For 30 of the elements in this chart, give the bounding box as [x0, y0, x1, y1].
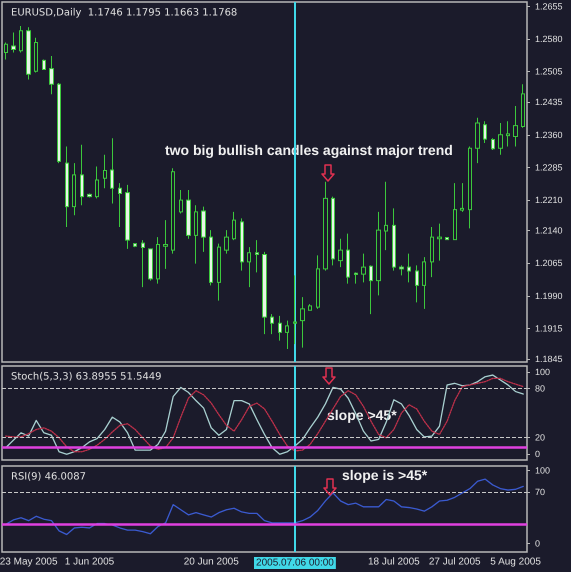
y-tick-label: 1.2435 [535, 97, 563, 108]
text: RSI(9) 46.0087 [11, 472, 86, 482]
y-tick-label: 0 [535, 449, 540, 460]
x-tick-label: 1 Jun 2005 [64, 556, 115, 568]
y-tick-label: 70 [535, 487, 546, 498]
x-tick-label: 18 Jul 2005 [368, 556, 420, 568]
x-tick-label: 5 Aug 2005 [490, 556, 542, 568]
y-tick-label: 80 [535, 383, 546, 394]
y-tick-label: 1.1845 [535, 354, 563, 364]
x-tick-label: 23 May 2005 [0, 556, 58, 568]
x-tick-label: 27 Jul 2005 [428, 556, 482, 568]
y-tick-label: 1.2210 [535, 195, 563, 206]
annotation: slope is >45* [342, 467, 428, 483]
y-tick-label: 1.1990 [535, 290, 563, 301]
y-tick-label: 20 [535, 432, 546, 443]
y-tick-label: 1.2655 [535, 1, 563, 12]
y-tick-label: 1.1915 [535, 323, 563, 334]
x-tick-label: 20 Jun 2005 [184, 556, 240, 568]
y-tick-label: 1.2285 [535, 162, 563, 172]
y-tick-label: 100 [535, 366, 550, 377]
y-tick-label: 1.2360 [535, 130, 563, 140]
text: Stoch(5,3,3) 63.8955 51.5449 [11, 372, 162, 382]
y-tick-label: 100 [535, 465, 550, 476]
text: EURUSD,Daily 1.1746 1.1795 1.1663 1.1768 [11, 8, 238, 18]
y-tick-label: 1.2140 [535, 226, 563, 236]
y-tick-label: 1.2065 [535, 258, 563, 268]
x-tick-label: 2005.07.06 00:00 [256, 558, 334, 568]
y-tick-label: 1.2505 [535, 66, 563, 77]
y-tick-label: 0 [535, 538, 540, 548]
y-tick-label: 1.2580 [535, 34, 563, 44]
